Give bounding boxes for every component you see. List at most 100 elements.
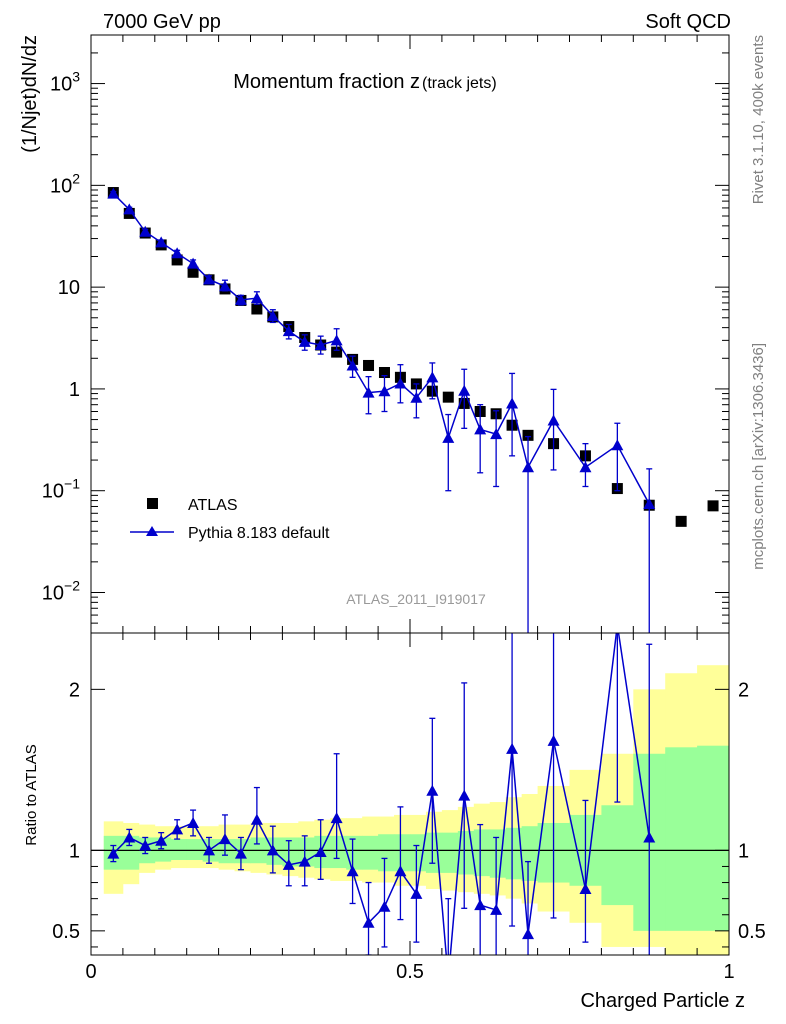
ratio-band-green [425, 832, 443, 873]
pythia-point [490, 428, 503, 440]
ratio-band-green [330, 835, 347, 869]
legend-pythia-label: Pythia 8.183 default [188, 525, 330, 542]
ratio-point [442, 973, 454, 984]
legend-pythia-marker [146, 526, 158, 536]
main-ytick-label: 10−2 [42, 577, 80, 604]
rivet-label: Rivet 3.1.10, 400k events [750, 35, 767, 204]
ratio-point [266, 844, 279, 856]
ratio-point [155, 834, 168, 846]
pythia-point [442, 431, 455, 443]
ratio-band-green [282, 837, 299, 867]
ratio-point [171, 823, 184, 835]
pythia-point [330, 334, 343, 346]
atlas-point [331, 346, 343, 358]
ratio-point [107, 847, 120, 859]
pythia-point [458, 384, 471, 396]
ratio-point [203, 844, 216, 856]
ratio-xtick-label: 0 [85, 961, 96, 983]
pythia-point [139, 225, 152, 237]
ratio-point [330, 812, 343, 824]
ratio-point [394, 865, 407, 877]
ratio-band-green [186, 839, 204, 861]
ratio-point [611, 619, 623, 630]
ratio-band-green [170, 839, 188, 861]
ratio-ytick-label-right: 1 [738, 840, 749, 862]
legend-atlas-marker [147, 498, 158, 509]
ratio-ytick-label-right: 0.5 [738, 921, 766, 943]
pythia-point [474, 423, 487, 435]
pythia-point [203, 273, 216, 285]
ratio-band-green [378, 834, 395, 872]
pythia-point [234, 293, 247, 305]
ratio-ytick-label: 0.5 [52, 921, 80, 943]
pythia-point [547, 414, 560, 426]
pythia-point [107, 187, 120, 199]
pythia-point [218, 280, 231, 292]
ratio-point [547, 734, 560, 746]
atlas-point [522, 429, 534, 441]
ratio-point [139, 839, 152, 851]
mcplots-label: mcplots.cern.ch [arXiv:1306.3436] [750, 343, 767, 570]
ratio-ytick-label: 1 [69, 840, 80, 862]
pythia-point [394, 377, 407, 389]
ratio-ylabel: Ratio to ATLAS [23, 744, 40, 845]
ratio-band-green [505, 827, 523, 880]
ratio-band-green [122, 835, 140, 870]
pythia-point [579, 461, 592, 473]
ratio-band-green [473, 829, 491, 877]
pythia-point [346, 359, 359, 371]
atlas-point [442, 391, 454, 403]
ratio-point [643, 831, 656, 843]
ratio-point [474, 899, 487, 911]
ratio-point [410, 887, 423, 899]
pythia-point [506, 397, 519, 409]
atlas-point [251, 303, 263, 315]
pythia-line [112, 193, 650, 505]
ratio-point [522, 928, 535, 940]
ratio-band-green [441, 832, 459, 873]
ratio-point [187, 816, 200, 828]
ratio-band-green [601, 805, 634, 906]
pythia-point [410, 391, 423, 403]
ratio-point [458, 789, 471, 801]
ratio-ytick-label: 2 [69, 679, 80, 701]
ratio-band-green [298, 837, 315, 867]
ratio-point [298, 855, 311, 867]
ratio-band-green [457, 831, 475, 875]
pythia-point [426, 371, 439, 383]
ratio-panel: 0.5 0.51 12 20 0.5 1 Ratio to ATLAS Charged P… [23, 619, 766, 1012]
atlas-point [675, 515, 687, 527]
pythia-point [643, 498, 656, 510]
pythia-point [611, 439, 624, 451]
ratio-band-green [521, 826, 538, 881]
legend: ATLAS Pythia 8.183 default [130, 497, 330, 542]
ratio-point [346, 865, 359, 877]
ratio-band-green [410, 834, 427, 872]
main-title-sub: (track jets) [422, 75, 497, 92]
ratio-point [123, 831, 136, 843]
ratio-point [362, 916, 375, 928]
legend-atlas-label: ATLAS [188, 497, 238, 514]
ratio-point [234, 847, 247, 859]
header-right: Soft QCD [645, 11, 731, 33]
ratio-point [378, 900, 391, 912]
main-panel: 10−2 10−1 1 10 102 103 Momentum fraction z (t… [19, 34, 730, 634]
pythia-point [250, 292, 263, 304]
ratio-point [426, 784, 439, 796]
ratio-point [218, 833, 231, 845]
pythia-point [282, 325, 295, 337]
ratio-band-green [362, 835, 379, 870]
pythia-point [314, 339, 327, 351]
ratio-xlabel: Charged Particle z [580, 990, 745, 1012]
ratio-point [506, 742, 519, 754]
header-left: 7000 GeV pp [103, 11, 221, 33]
atlas-point [363, 359, 375, 371]
watermark: ATLAS_2011_I919017 [346, 591, 486, 607]
pythia-point [522, 461, 535, 473]
main-ytick-label: 103 [50, 69, 80, 96]
atlas-point [187, 266, 199, 278]
main-frame [90, 34, 730, 634]
atlas-point [171, 254, 183, 266]
pythia-point [187, 257, 200, 269]
